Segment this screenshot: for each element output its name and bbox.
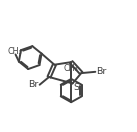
Text: S: S bbox=[73, 83, 79, 92]
Text: CH₃: CH₃ bbox=[64, 64, 79, 73]
Text: Br: Br bbox=[96, 67, 106, 76]
Text: Br: Br bbox=[29, 80, 39, 89]
Text: CH₃: CH₃ bbox=[8, 47, 22, 56]
